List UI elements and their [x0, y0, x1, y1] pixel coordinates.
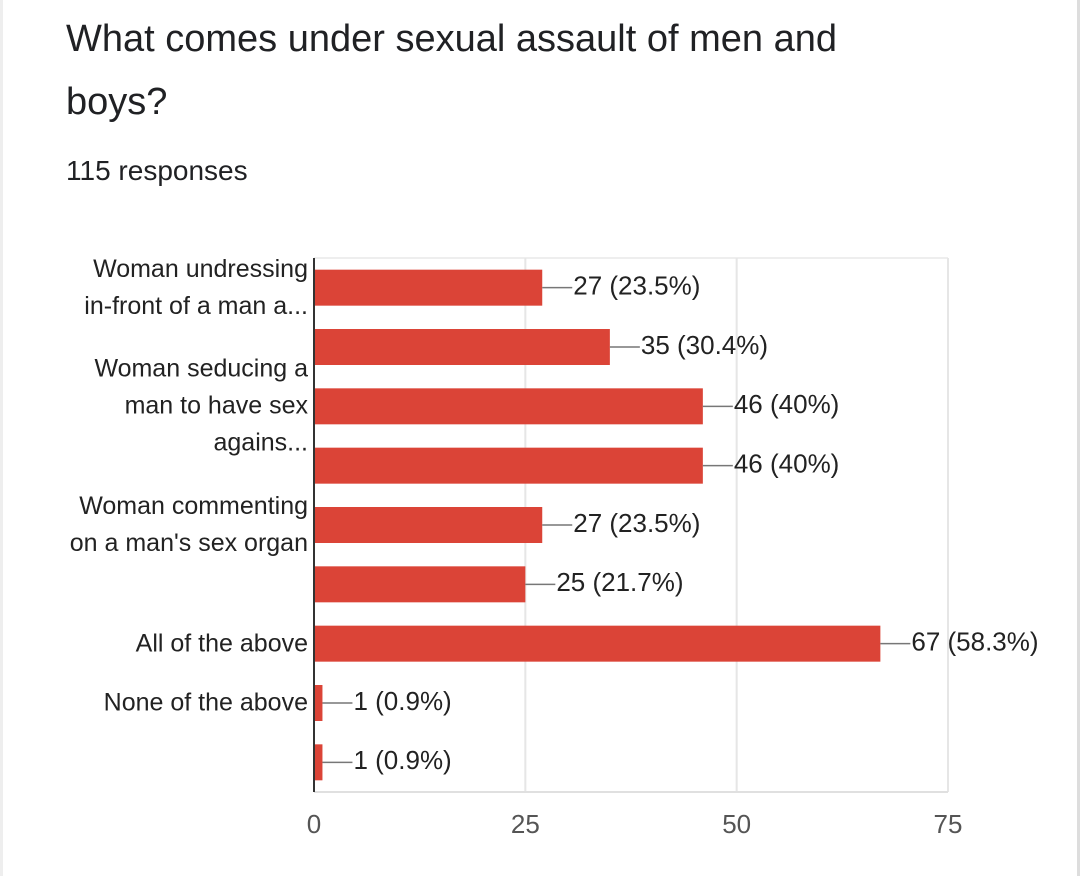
x-tick-label: 50	[722, 809, 751, 839]
chart-title: What comes under sexual assault of men a…	[66, 18, 837, 123]
bar	[314, 507, 543, 543]
y-tick-label: All of the above	[135, 629, 308, 658]
value-label: 1 (0.9%)	[353, 745, 451, 775]
x-tick-label: 0	[307, 809, 321, 839]
y-tick-label: Woman seducing a man to have sex agains.…	[94, 354, 308, 457]
value-label: 46 (40%)	[734, 389, 840, 419]
value-label: 27 (23.5%)	[573, 271, 700, 301]
value-label: 1 (0.9%)	[353, 686, 451, 716]
value-label: 67 (58.3%)	[911, 627, 1038, 657]
category-labels: Woman undressing in-front of a man a... W…	[40, 252, 308, 800]
value-label: 27 (23.5%)	[573, 508, 700, 538]
value-label: 25 (21.7%)	[556, 567, 683, 597]
y-tick-label: Woman undressing in-front of a man a...	[84, 254, 308, 320]
bar	[314, 744, 323, 781]
x-tick-label: 75	[934, 809, 963, 839]
bar	[314, 269, 543, 306]
x-tick-label: 25	[511, 809, 540, 839]
value-label: 46 (40%)	[734, 449, 840, 479]
chart-subtitle: 115 responses	[66, 155, 248, 186]
value-label: 35 (30.4%)	[641, 330, 768, 360]
bar	[314, 329, 610, 365]
bar	[314, 685, 323, 721]
bar	[314, 447, 703, 484]
y-tick-label: None of the above	[103, 688, 308, 717]
bar	[314, 566, 526, 603]
bar	[314, 388, 703, 425]
y-tick-label: Woman commenting on a man's sex organ	[69, 492, 308, 557]
bar	[314, 625, 881, 662]
